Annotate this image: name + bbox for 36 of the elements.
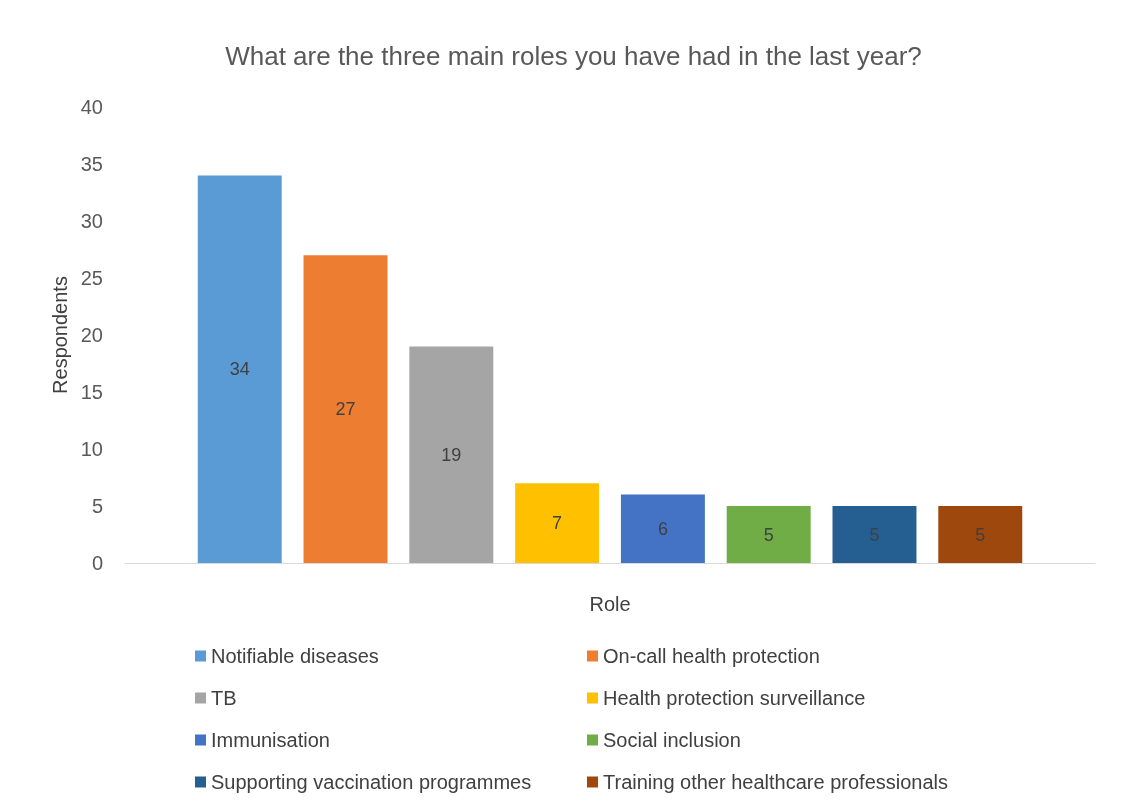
data-label: 6 [657, 518, 668, 539]
legend-label: Training other healthcare professionals [603, 771, 949, 793]
y-tick-label: 30 [80, 210, 103, 232]
data-label: 27 [335, 399, 356, 420]
legend-label: Immunisation [211, 729, 330, 751]
bar [197, 175, 282, 563]
y-tick-label: 15 [80, 381, 103, 403]
y-tick-label: 40 [80, 96, 103, 118]
legend-label: On-call health protection [603, 645, 820, 667]
bar [515, 483, 600, 563]
bar [620, 494, 705, 563]
y-axis-title: Respondents [48, 276, 71, 394]
y-tick-label: 25 [80, 267, 103, 289]
data-label: 34 [229, 359, 250, 380]
y-tick-label: 35 [80, 153, 103, 175]
data-label: 7 [552, 513, 563, 534]
legend-label: Supporting vaccination programmes [211, 771, 532, 793]
bar [409, 346, 494, 563]
y-tick-label: 0 [91, 552, 103, 574]
y-tick-label: 20 [80, 324, 103, 346]
legend-label: TB [211, 687, 237, 709]
y-tick-label: 10 [80, 438, 103, 460]
bar [938, 506, 1023, 563]
bar [832, 506, 917, 563]
legend-label: Social inclusion [603, 729, 741, 751]
chart-title: What are the three main roles you have had in the last year? [225, 41, 922, 71]
bar [726, 506, 811, 563]
legend-label: Health protection surveillance [603, 687, 866, 709]
data-label: 19 [441, 444, 462, 465]
bar [303, 255, 388, 563]
x-axis-title: Role [589, 593, 631, 615]
data-label: 5 [869, 524, 880, 545]
y-tick-label: 5 [91, 495, 103, 517]
data-label: 5 [763, 524, 774, 545]
data-label: 5 [975, 524, 986, 545]
legend-label: Notifiable diseases [211, 645, 379, 667]
